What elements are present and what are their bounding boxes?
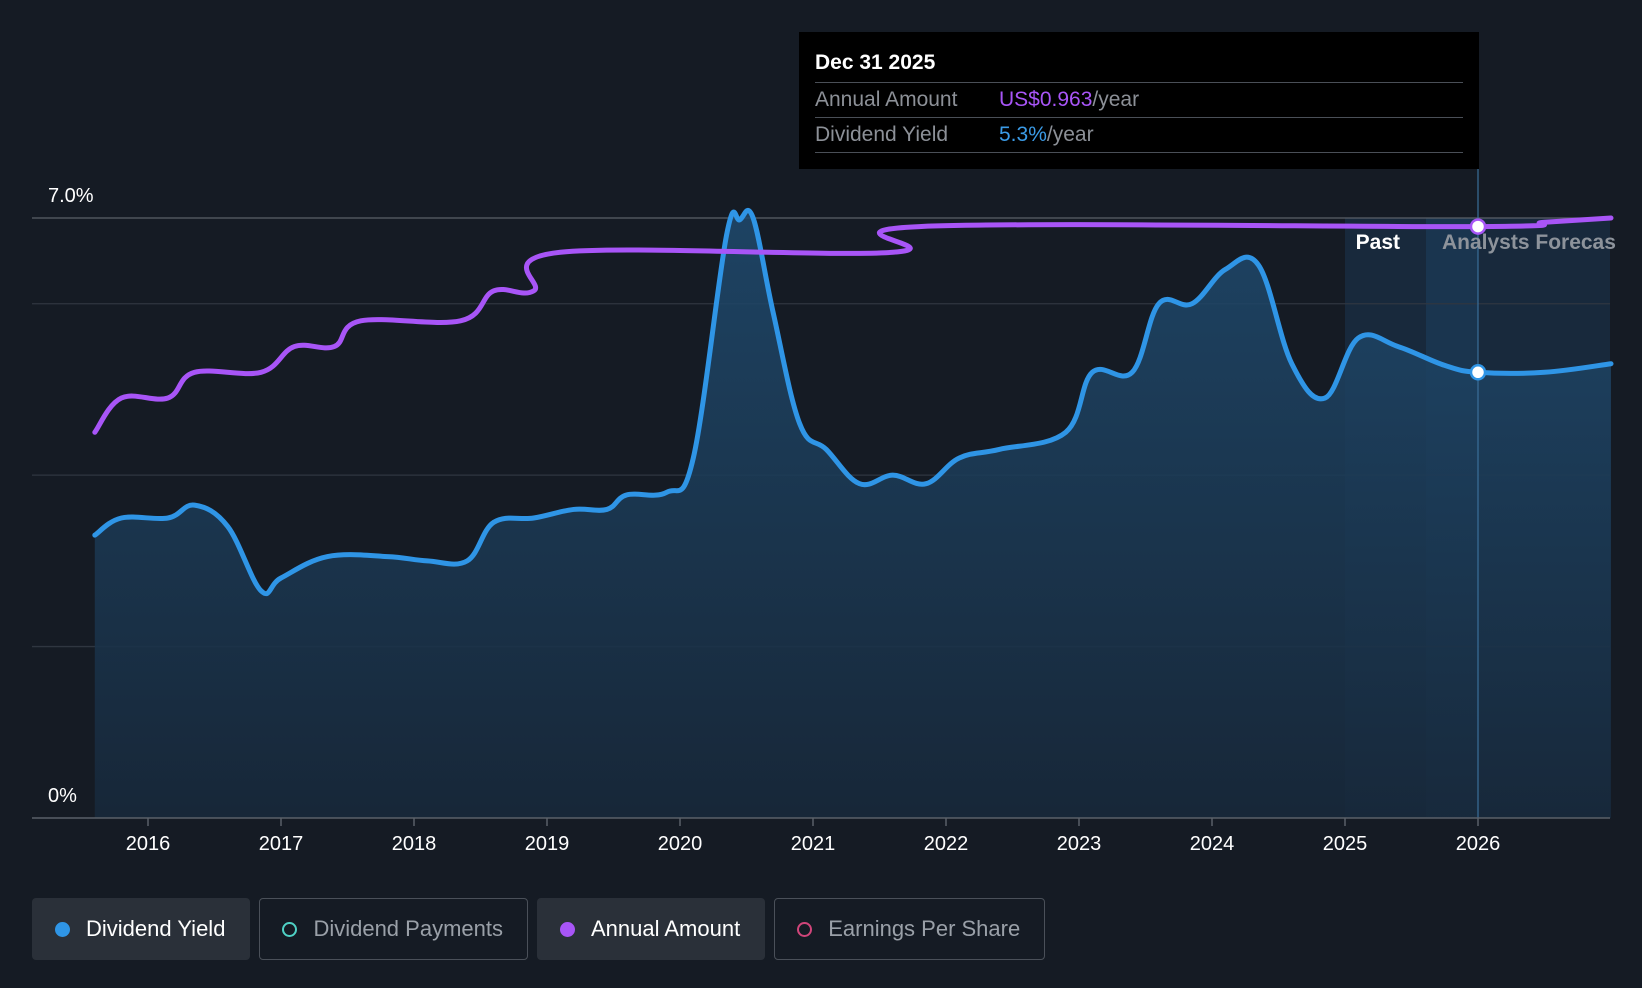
yield-area-fill: [94, 210, 1611, 818]
legend: Dividend Yield Dividend Payments Annual …: [32, 898, 1046, 960]
x-tick-label: 2022: [924, 833, 969, 855]
tooltip-label: Dividend Yield: [815, 123, 949, 146]
tooltip-suffix: /year: [1046, 123, 1094, 146]
y-tick-label: 7.0%: [48, 185, 94, 207]
x-tick-label: 2026: [1456, 833, 1501, 855]
legend-label: Annual Amount: [590, 916, 741, 941]
tooltip-date: Dec 31 2025: [815, 51, 936, 74]
past-label: Past: [1356, 231, 1400, 254]
tooltip-row-annual-amount: Annual Amount US$0.963/year: [815, 82, 1463, 117]
x-axis: 2016 2017 2018 2019 2020 2021 2022 2023 2024 2025…: [32, 817, 1610, 855]
legend-label: Earnings Per Share: [828, 916, 1021, 941]
tooltip-value: US$0.963: [999, 88, 1093, 111]
dividend-yield-marker: [1469, 364, 1487, 381]
tooltip-suffix: /year: [1092, 88, 1140, 111]
legend-earnings-per-share[interactable]: Earnings Per Share: [774, 898, 1046, 960]
x-tick-label: 2019: [525, 833, 570, 855]
x-tick-label: 2021: [791, 833, 836, 855]
x-tick-label: 2020: [658, 833, 703, 855]
legend-dot-icon: [797, 921, 813, 937]
x-tick-label: 2023: [1057, 833, 1102, 855]
legend-annual-amount[interactable]: Annual Amount: [536, 898, 766, 960]
legend-label: Dividend Payments: [313, 916, 503, 941]
x-tick-label: 2016: [126, 833, 171, 855]
legend-dot-icon: [282, 921, 298, 937]
x-tick-label: 2025: [1323, 833, 1368, 855]
hover-markers: [1469, 218, 1487, 381]
tooltip-row-dividend-yield: Dividend Yield 5.3%/year: [815, 117, 1463, 153]
annual-amount-marker: [1469, 218, 1487, 235]
legend-dividend-yield[interactable]: Dividend Yield: [32, 898, 251, 960]
legend-dot-icon: [559, 921, 575, 937]
dividend-yield-line: [92, 207, 1614, 597]
annual-amount-line: [92, 215, 1614, 435]
legend-dividend-payments[interactable]: Dividend Payments: [259, 898, 528, 960]
legend-label: Dividend Yield: [86, 916, 226, 941]
y-tick-label: 0%: [48, 785, 77, 807]
tooltip: Dec 31 2025 Annual Amount US$0.963/year …: [799, 32, 1479, 169]
yield-area: [94, 210, 1611, 818]
tooltip-value: 5.3%: [999, 123, 1047, 146]
x-tick-label: 2018: [392, 833, 437, 855]
tooltip-value-wrap: 5.3%/year: [999, 118, 1094, 152]
legend-dot-icon: [55, 921, 70, 937]
forecast-label: Analysts Forecas: [1442, 231, 1616, 254]
series-lines: [92, 207, 1614, 597]
x-tick-label: 2017: [259, 833, 304, 855]
tooltip-label: Annual Amount: [815, 88, 958, 111]
x-tick-label: 2024: [1190, 833, 1235, 855]
tooltip-value-wrap: US$0.963/year: [999, 83, 1139, 117]
